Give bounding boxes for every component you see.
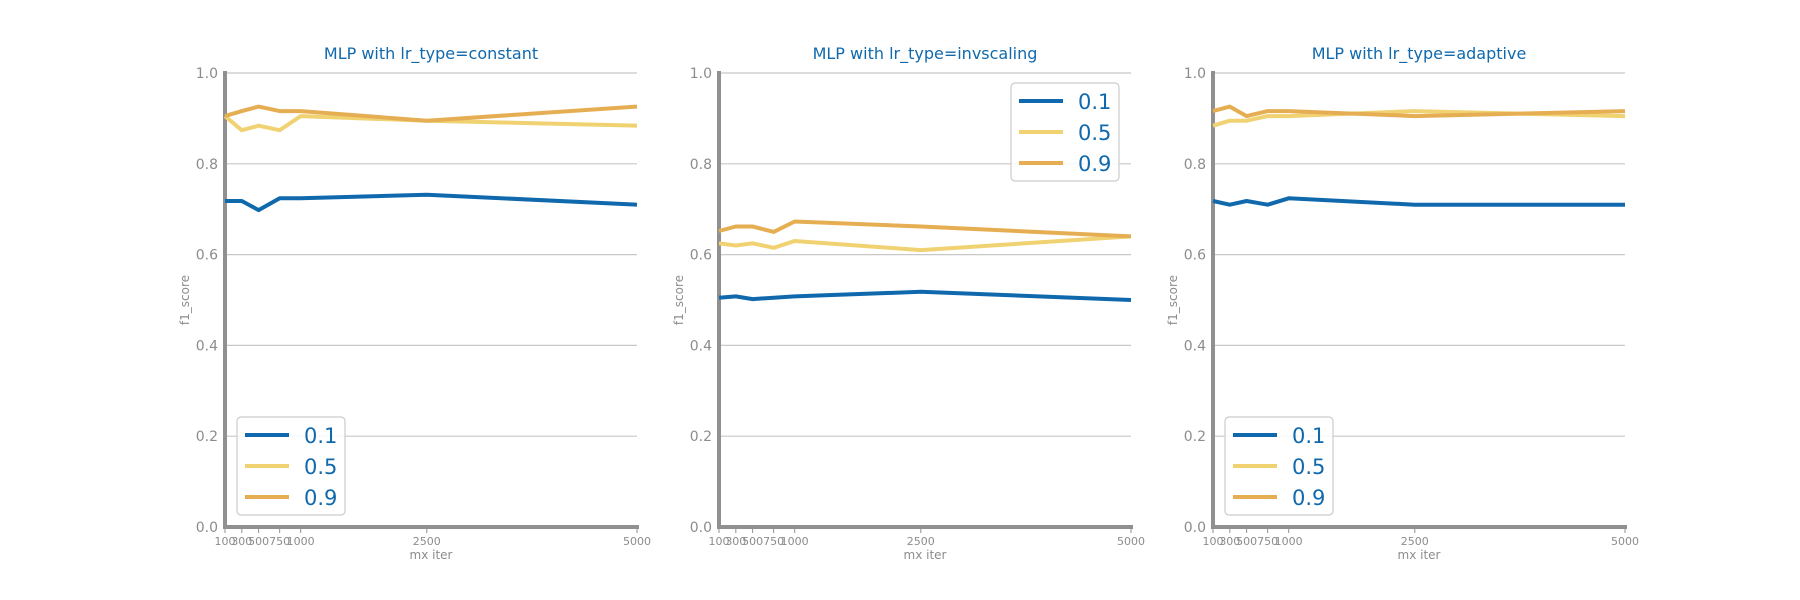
legend-label: 0.9 <box>1292 486 1325 510</box>
y-axis-label: f1_score <box>1166 275 1180 325</box>
x-tick-label: 750 <box>763 535 784 548</box>
series-line-0.9 <box>718 219 1132 239</box>
x-tick-label: 100 <box>1203 535 1224 548</box>
chart-panel-2: MLP with lr_type=invscaling 0.0 0.2 0.4 0.6 0… <box>672 44 1145 562</box>
legend-label: 0.5 <box>1292 455 1325 479</box>
y-tick-label: 0.8 <box>196 157 218 173</box>
x-tick-label: 300 <box>725 535 746 548</box>
x-axis-label: mx iter <box>1398 548 1441 562</box>
y-tick-label: 0.4 <box>1184 338 1206 354</box>
legend-label: 0.1 <box>1292 424 1325 448</box>
x-tick-label: 100 <box>709 535 730 548</box>
y-tick-label: 1.0 <box>690 66 712 82</box>
x-tick-label: 5000 <box>1611 535 1639 548</box>
x-tick-label: 500 <box>248 535 269 548</box>
chart-title: MLP with lr_type=invscaling <box>813 44 1038 64</box>
x-tick-label: 1000 <box>287 535 315 548</box>
legend-frame <box>1224 416 1334 516</box>
series-line-0.5 <box>1212 109 1626 128</box>
x-tick-label: 500 <box>742 535 763 548</box>
series-line-0.5 <box>718 234 1132 253</box>
y-tick-label: 0.6 <box>1184 248 1206 264</box>
x-tick-label: 2500 <box>413 535 441 548</box>
x-tick-label: 1000 <box>781 535 809 548</box>
series-line-0.1 <box>718 289 1132 302</box>
x-tick-label: 500 <box>1236 535 1257 548</box>
x-axis-label: mx iter <box>410 548 453 562</box>
y-tick-label: 0.0 <box>196 520 218 536</box>
legend: 0.1 0.5 0.9 <box>1224 416 1334 516</box>
y-tick-label: 0.2 <box>196 429 218 445</box>
series-line-0.1 <box>225 192 638 213</box>
x-tick-label: 2500 <box>1401 535 1429 548</box>
x-tick-label: 5000 <box>623 535 651 548</box>
y-tick-label: 0.0 <box>1184 520 1206 536</box>
legend: 0.1 0.5 0.9 <box>1010 82 1120 182</box>
legend-label: 0.1 <box>304 424 337 448</box>
y-tick-label: 0.6 <box>690 248 712 264</box>
x-tick-label: 100 <box>215 535 236 548</box>
chart-panel-3: MLP with lr_type=adaptive 0.0 0.2 0.4 0.6 0.8… <box>1166 44 1639 562</box>
y-tick-label: 0.4 <box>690 338 712 354</box>
x-tick-label: 300 <box>231 535 252 548</box>
legend-label: 0.9 <box>1078 152 1111 176</box>
y-axis-label: f1_score <box>178 275 192 325</box>
legend-label: 0.1 <box>1078 90 1111 114</box>
series-line-0.1 <box>1212 196 1625 207</box>
legend-frame <box>236 416 346 516</box>
legend-label: 0.5 <box>304 455 337 479</box>
y-tick-label: 1.0 <box>196 66 218 82</box>
legend-label: 0.9 <box>304 486 337 510</box>
y-tick-label: 1.0 <box>1184 66 1206 82</box>
y-tick-label: 0.6 <box>196 248 218 264</box>
y-axis-label: f1_score <box>672 275 686 325</box>
x-tick-label: 750 <box>269 535 290 548</box>
x-tick-label: 2500 <box>907 535 935 548</box>
chart-title: MLP with lr_type=constant <box>324 44 538 64</box>
legend-label: 0.5 <box>1078 121 1111 145</box>
x-tick-label: 1000 <box>1275 535 1303 548</box>
legend-frame <box>1010 82 1120 182</box>
y-tick-label: 0.0 <box>690 520 712 536</box>
legend: 0.1 0.5 0.9 <box>236 416 346 516</box>
x-axis-label: mx iter <box>904 548 947 562</box>
y-tick-label: 0.2 <box>1184 429 1206 445</box>
x-tick-label: 5000 <box>1117 535 1145 548</box>
chart-title: MLP with lr_type=adaptive <box>1312 44 1527 64</box>
series-line-0.9 <box>1212 104 1626 119</box>
x-tick-label: 300 <box>1219 535 1240 548</box>
chart-panel-1: MLP with lr_type=constant 0.0 0.2 0.4 0.6 0.8… <box>178 44 651 562</box>
y-tick-label: 0.4 <box>196 338 218 354</box>
y-tick-label: 0.8 <box>1184 157 1206 173</box>
y-tick-label: 0.8 <box>690 157 712 173</box>
y-tick-label: 0.2 <box>690 429 712 445</box>
series-line-0.9 <box>224 104 638 123</box>
x-tick-label: 750 <box>1257 535 1278 548</box>
